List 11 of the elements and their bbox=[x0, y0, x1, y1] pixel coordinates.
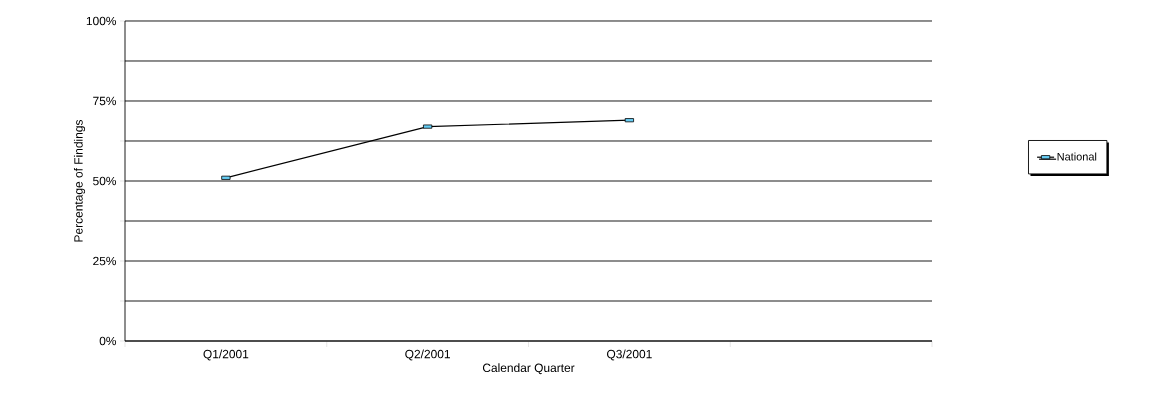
x-axis-title: Calendar Quarter bbox=[482, 363, 575, 375]
y-tick-label: 0% bbox=[99, 336, 117, 346]
legend-label: National bbox=[1057, 152, 1097, 161]
y-tick-label: 25% bbox=[93, 256, 117, 266]
y-tick-label: 50% bbox=[93, 176, 117, 186]
y-axis-title: Percentage of Findings bbox=[73, 119, 86, 242]
x-tick-label: Q2/2001 bbox=[405, 349, 450, 361]
x-tick-label: Q1/2001 bbox=[203, 349, 249, 361]
x-tick-label: Q3/2001 bbox=[607, 349, 652, 361]
y-tick-label: 100% bbox=[86, 16, 117, 26]
y-tick-label: 75% bbox=[93, 96, 117, 106]
